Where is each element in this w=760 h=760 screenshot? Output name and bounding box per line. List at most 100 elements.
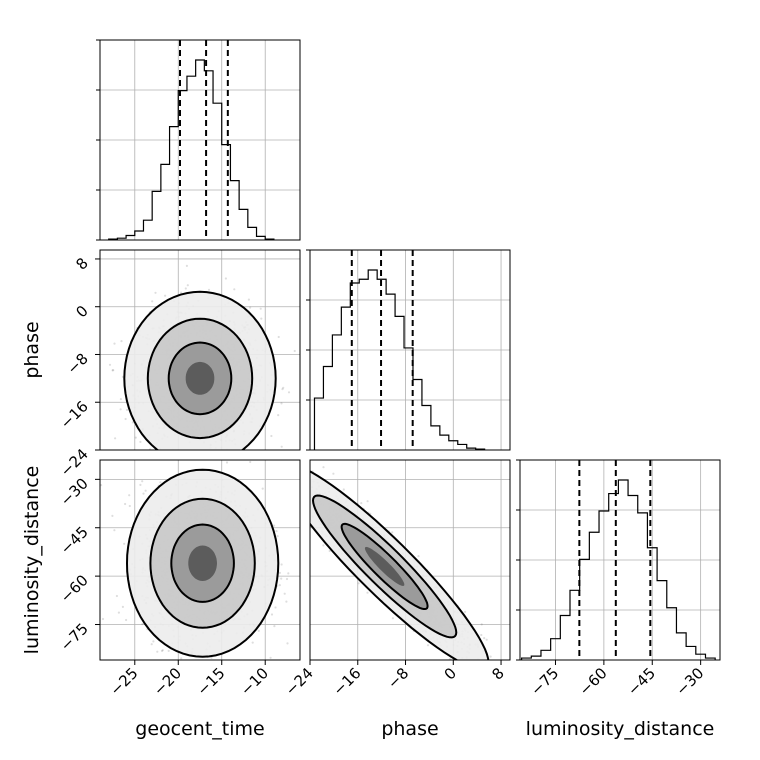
hist-bin	[667, 608, 677, 660]
scatter-point	[489, 655, 492, 658]
scatter-point	[150, 643, 153, 646]
hist-bin	[187, 76, 196, 240]
y-tick-label: −16	[57, 397, 92, 432]
y-tick-label: 0	[72, 302, 91, 321]
hist-bin	[359, 279, 368, 450]
scatter-point	[295, 482, 297, 484]
hist-bin	[248, 227, 257, 240]
scatter-point	[192, 452, 194, 454]
scatter-point	[280, 563, 283, 566]
scatter-point	[139, 440, 142, 443]
scatter-point	[280, 475, 282, 477]
scatter-point	[307, 505, 309, 507]
scatter-point	[180, 657, 183, 660]
scatter-point	[489, 708, 491, 710]
scatter-point	[101, 617, 105, 621]
scatter-point	[391, 531, 394, 534]
scatter-point	[277, 335, 280, 339]
axes-frame	[309, 249, 511, 451]
scatter-point	[278, 584, 281, 587]
scatter-point	[201, 454, 203, 456]
x-tick-label: −15	[193, 664, 228, 699]
scatter-point	[120, 340, 123, 343]
scatter-point	[322, 466, 325, 469]
scatter-point	[156, 650, 159, 653]
scatter-point	[261, 487, 264, 490]
contour-line	[340, 522, 429, 610]
scatter-point	[247, 298, 250, 301]
scatter-point	[151, 300, 154, 303]
scatter-point	[417, 555, 420, 558]
scatter-point	[183, 467, 185, 469]
x-axis-label: luminosity_distance	[526, 718, 715, 740]
x-tick-label: −60	[576, 664, 611, 699]
scatter-point	[485, 638, 488, 641]
scatter-point	[186, 284, 189, 287]
scatter-point	[200, 453, 202, 455]
hist-bin	[560, 615, 570, 660]
scatter-point	[181, 451, 183, 453]
scatter-point	[273, 524, 276, 527]
hist-bin	[589, 532, 599, 660]
scatter-point	[332, 472, 335, 475]
hist-panel-luminosity_distance	[516, 459, 721, 661]
scatter-point	[180, 291, 183, 294]
scatter-point	[100, 484, 103, 487]
density-panel-phase-luminosity_distance	[280, 460, 510, 710]
scatter-point	[119, 398, 122, 401]
scatter-point	[285, 577, 289, 581]
y-tick-label: −75	[57, 620, 92, 655]
scatter-point	[119, 408, 122, 411]
scatter-point	[278, 571, 281, 575]
scatter-point	[277, 414, 280, 417]
scatter-point	[280, 577, 283, 580]
scatter-point	[307, 472, 309, 474]
scatter-point	[303, 476, 305, 478]
scatter-point	[134, 436, 137, 439]
contour-line	[311, 494, 458, 639]
scatter-point	[205, 454, 207, 456]
contour-line	[125, 468, 280, 658]
scatter-point	[305, 502, 307, 504]
hist-bin	[458, 444, 467, 450]
scatter-point	[210, 462, 212, 464]
scatter-point	[301, 599, 303, 601]
scatter-point	[232, 463, 234, 465]
scatter-point	[483, 637, 486, 640]
scatter-point	[480, 633, 483, 637]
scatter-point	[185, 454, 187, 456]
scatter-point	[478, 673, 480, 675]
scatter-point	[287, 391, 291, 394]
scatter-point	[86, 372, 88, 374]
scatter-point	[426, 644, 430, 647]
hist-bin	[314, 398, 323, 450]
scatter-point	[291, 462, 293, 464]
hist-bin	[395, 316, 404, 450]
hist-bin	[239, 209, 248, 240]
hist-bin	[152, 191, 161, 240]
hist-bin	[161, 164, 170, 240]
y-tick-label: 8	[72, 254, 91, 273]
hist-bin	[686, 646, 696, 660]
hist-bin	[541, 650, 551, 660]
scatter-point	[297, 465, 299, 467]
hist-bin	[135, 231, 144, 240]
hist-bin	[196, 60, 205, 240]
scatter-point	[141, 480, 144, 483]
scatter-point	[328, 549, 331, 553]
scatter-point	[288, 490, 290, 492]
hist-bin	[618, 480, 628, 660]
scatter-point	[391, 617, 394, 620]
scatter-point	[270, 613, 274, 616]
scatter-point	[478, 670, 480, 672]
axes-frame	[99, 249, 301, 451]
scatter-point	[158, 474, 160, 476]
y-axis-label: luminosity_distance	[21, 466, 43, 655]
hist-step-line	[313, 269, 486, 450]
hist-panel-phase	[306, 249, 511, 451]
scatter-point	[214, 467, 216, 469]
scatter-point	[302, 483, 304, 485]
hist-bin	[332, 335, 341, 450]
scatter-point	[275, 530, 278, 533]
